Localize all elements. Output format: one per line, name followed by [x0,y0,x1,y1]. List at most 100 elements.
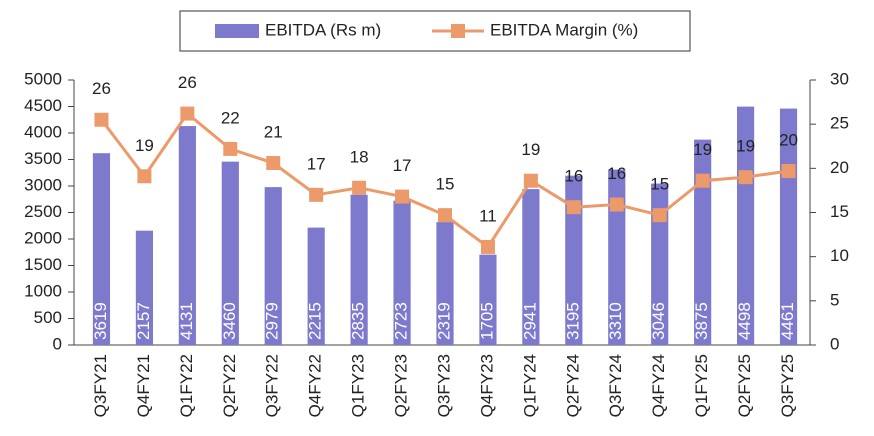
line-value-label: 17 [393,156,412,175]
y2-tick-label: 15 [830,202,849,221]
legend-swatch [215,24,259,38]
bar [608,169,626,345]
legend-label: EBITDA (Rs m) [265,20,381,39]
marker [438,208,452,223]
marker [395,189,410,204]
line-value-label: 15 [650,175,669,194]
y2-tick-label: 30 [830,69,849,88]
x-tick-label: Q2FY23 [392,354,411,417]
bar [694,139,712,345]
y-tick-label: 2000 [24,228,62,247]
line-value-label: 16 [564,167,583,186]
line-value-label: 21 [264,123,283,142]
bar [221,161,239,345]
bar-value-label: 3460 [220,302,239,340]
line-value-label: 19 [736,137,755,156]
line-value-label: 16 [607,164,626,183]
line-value-label: 11 [479,206,497,225]
x-tick-label: Q3FY23 [434,354,453,417]
marker [781,163,796,178]
bar-value-label: 2723 [392,302,411,340]
marker [523,173,538,188]
x-tick-label: Q4FY23 [477,354,496,417]
bar [522,189,540,345]
bar-value-label: 3619 [91,302,110,340]
bar-value-label: 2835 [349,302,368,340]
bar-value-label: 2979 [263,302,282,340]
bar [178,126,196,345]
bar-value-label: 4461 [778,302,797,340]
marker [309,187,324,202]
bar-value-label: 1705 [477,302,496,340]
bar-value-label: 4498 [735,302,754,340]
bar-value-label: 3310 [606,302,625,340]
marker [695,173,710,188]
y2-tick-label: 20 [830,158,849,177]
x-tick-label: Q1FY23 [349,354,368,417]
bar-value-label: 4131 [177,302,196,340]
x-tick-label: Q2FY25 [735,354,754,417]
bar-value-label: 2941 [520,302,539,340]
marker [738,170,753,185]
y2-tick-label: 0 [830,334,839,353]
y-tick-label: 3000 [24,175,62,194]
line-value-label: 19 [521,140,540,159]
line-value-label: 18 [350,147,369,166]
y-tick-label: 500 [34,308,62,327]
y-tick-label: 1500 [24,255,62,274]
bar [651,183,669,345]
y2-tick-label: 5 [830,290,839,309]
bar-value-label: 3195 [563,302,582,340]
marker [566,200,581,215]
bar [350,194,368,345]
bar [92,153,111,345]
y-tick-label: 0 [53,334,62,353]
y-tick-label: 4500 [24,96,62,115]
x-tick-label: Q2FY22 [220,354,239,417]
x-tick-label: Q4FY22 [306,354,325,417]
bar [393,200,411,345]
bar [565,175,583,345]
line-value-label: 26 [92,79,111,98]
bar-value-label: 2215 [306,302,325,340]
y2-tick-label: 25 [830,114,849,133]
x-tick-label: Q1FY22 [177,354,196,417]
bar [479,254,497,345]
marker [94,112,109,127]
x-tick-label: Q3FY21 [91,354,110,417]
bar-value-label: 3046 [649,302,668,340]
legend-label: EBITDA Margin (%) [490,20,638,39]
line-value-label: 26 [178,73,197,92]
bar [436,222,454,345]
x-tick-label: Q3FY22 [263,354,282,417]
x-tick-label: Q1FY25 [692,354,711,417]
bar [264,187,282,345]
bar-value-label: 2319 [434,302,453,340]
y-tick-label: 4000 [24,122,62,141]
bar [307,227,325,345]
marker [223,141,238,156]
marker [652,208,667,223]
line-value-label: 17 [307,154,326,173]
x-tick-label: Q3FY24 [606,354,625,417]
marker [180,106,195,121]
bar-value-label: 2157 [134,302,153,340]
x-tick-label: Q1FY24 [520,354,539,417]
x-tick-label: Q4FY24 [649,354,668,417]
line-value-label: 22 [221,108,240,127]
y-tick-label: 5000 [24,69,62,88]
legend-marker [451,24,465,38]
legend-box [179,10,691,52]
marker [609,197,624,212]
y-tick-label: 1000 [24,281,62,300]
y-tick-label: 3500 [24,149,62,168]
x-tick-label: Q3FY25 [778,354,797,417]
line-value-label: 19 [693,140,712,159]
y-tick-label: 2500 [24,202,62,221]
x-tick-label: Q2FY24 [563,354,582,417]
marker [352,180,367,195]
line-value-label: 19 [135,136,154,155]
bar [737,106,755,345]
